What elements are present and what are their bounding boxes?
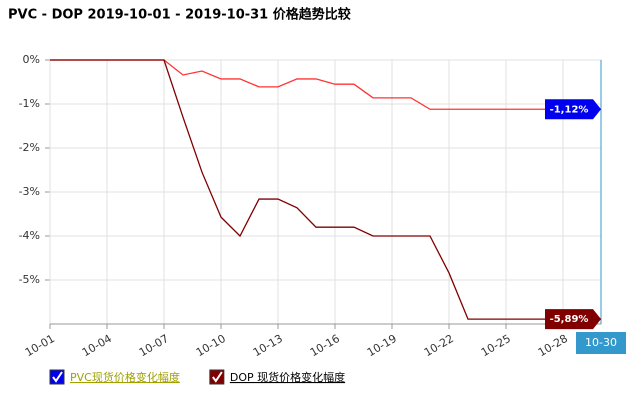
series-line bbox=[50, 59, 601, 320]
x-tick-label: 10-13 bbox=[251, 332, 285, 359]
crosshair-label: 10-30 bbox=[585, 336, 617, 349]
value-label-box bbox=[545, 309, 601, 330]
x-tick-label: 10-04 bbox=[80, 332, 114, 359]
x-tick-label: 10-10 bbox=[194, 332, 228, 359]
legend-check bbox=[212, 371, 223, 383]
y-tick-label: 0% bbox=[23, 53, 40, 66]
y-tick-label: -1% bbox=[19, 97, 40, 110]
x-tick-label: 10-28 bbox=[536, 332, 570, 359]
legend-label[interactable]: DOP 现货价格变化幅度 bbox=[230, 370, 345, 384]
y-tick-label: -4% bbox=[19, 229, 40, 242]
x-tick-label: 10-16 bbox=[308, 332, 342, 359]
x-tick-label: 10-19 bbox=[365, 332, 399, 359]
crosshair-label-box bbox=[576, 332, 626, 354]
y-tick-label: -5% bbox=[19, 273, 40, 286]
y-tick-label: -3% bbox=[19, 185, 40, 198]
x-tick-label: 10-07 bbox=[137, 332, 171, 359]
value-label: -1,12% bbox=[550, 104, 589, 115]
y-tick-label: -2% bbox=[19, 141, 40, 154]
value-label-box bbox=[545, 99, 601, 120]
legend-item[interactable]: DOP 现货价格变化幅度 bbox=[209, 369, 345, 385]
x-tick-label: 10-25 bbox=[479, 332, 513, 359]
x-tick-label: 10-22 bbox=[422, 332, 456, 359]
x-tick-label: 10-01 bbox=[23, 332, 57, 359]
chart-title: PVC - DOP 2019-10-01 - 2019-10-31 价格趋势比较 bbox=[8, 7, 351, 23]
legend-check bbox=[52, 371, 63, 383]
legend-item[interactable]: PVC现货价格变化幅度 bbox=[49, 369, 180, 385]
legend-label[interactable]: PVC现货价格变化幅度 bbox=[70, 370, 180, 384]
value-label: -5,89% bbox=[550, 314, 589, 325]
